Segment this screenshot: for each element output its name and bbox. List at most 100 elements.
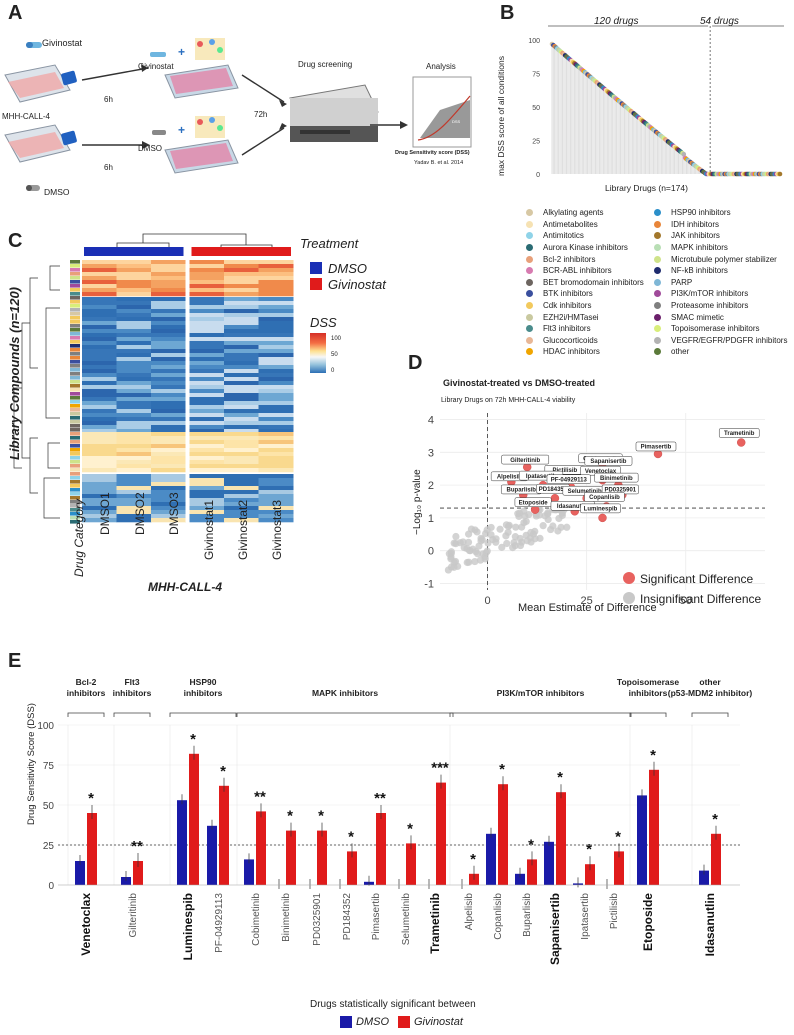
legend-givinostat-swatch: [310, 278, 322, 290]
drug-category-cell: [70, 280, 80, 284]
heatmap-cell: [224, 369, 259, 374]
svg-text:DSS: DSS: [452, 119, 461, 124]
heatmap-cell: [258, 272, 294, 277]
heatmap-cell: [82, 482, 117, 487]
y-tick-label: 75: [43, 761, 55, 772]
legend-label: BTK inhibitors: [543, 289, 593, 299]
heatmap-cell: [151, 333, 186, 338]
group-label: Bcl-2 inhibitors: [67, 677, 106, 698]
point-label: Etoposide: [519, 500, 549, 506]
heatmap-cell: [224, 401, 259, 406]
heatmap-cell: [116, 510, 152, 515]
legend-label: Proteasome inhibitors: [671, 301, 749, 311]
heatmap-cell: [82, 460, 117, 465]
heatmap-cell: [189, 345, 225, 350]
heatmap-cell: [116, 317, 152, 322]
heatmap-cell: [258, 490, 294, 495]
heatmap-cell: [258, 313, 294, 318]
heatmap-cell: [224, 429, 259, 434]
insignificant-point: [515, 509, 524, 517]
drug-category-cell: [70, 268, 80, 272]
heatmap-cell: [151, 365, 186, 370]
drug-category-cell: [70, 456, 80, 460]
heatmap-cell: [151, 301, 186, 306]
point-label: Pimasertib: [641, 445, 672, 451]
heatmap-cell: [189, 401, 225, 406]
heatmap-cell: [258, 321, 294, 326]
heatmap-cell: [116, 337, 152, 342]
column-dendrogram: [142, 233, 247, 245]
heatmap-cell: [82, 297, 117, 302]
insignificant-point: [563, 523, 571, 531]
heatmap-cell: [151, 337, 186, 342]
heatmap-cell: [151, 494, 186, 499]
heatmap-cell: [224, 393, 259, 398]
heatmap-cell: [224, 440, 259, 445]
heatmap-cell: [258, 421, 294, 426]
drug-category-cell: [70, 316, 80, 320]
heatmap-cell: [116, 490, 152, 495]
heatmap-cell: [224, 514, 259, 519]
insignificant-point: [498, 543, 506, 551]
legend-item: Microtubule polymer stabilizer: [654, 253, 787, 265]
heatmap-cell: [224, 313, 259, 318]
heatmap-cell: [258, 448, 294, 453]
drug-category-cell: [70, 516, 80, 520]
drug-category-cell: [70, 488, 80, 492]
cell-line-label: MHH-CALL-4: [2, 112, 51, 121]
legend-dot-icon: [654, 278, 661, 286]
heatmap-cell: [151, 317, 186, 322]
legend-dot-icon: [654, 232, 661, 240]
legend-significant: Significant Difference: [640, 572, 754, 586]
drug-category-cell: [70, 312, 80, 316]
insignificant-point: [484, 539, 492, 547]
heatmap-cell: [189, 309, 225, 314]
heatmap-cell: [189, 381, 225, 386]
drug-screening-label: Drug screening: [298, 60, 353, 69]
legend-label: Antimetabolites: [543, 219, 598, 229]
heatmap-cell: [224, 518, 259, 523]
drug-category-cell: [70, 360, 80, 364]
heatmap-cell: [189, 490, 225, 495]
panel-b-legend-col2: HSP90 inhibitors IDH inhibitors JAK inhibi…: [654, 207, 787, 358]
heatmap-cell: [189, 421, 225, 426]
heatmap-cell: [258, 268, 294, 273]
legend-item: BTK inhibitors: [526, 288, 644, 300]
row-dendrogram: [29, 437, 38, 494]
group-label-line: Topoisomerase: [617, 677, 679, 687]
legend-dot-icon: [654, 336, 661, 344]
heatmap-cell: [258, 337, 294, 342]
heatmap-cell: [258, 305, 294, 310]
row-dendrogram: [13, 387, 22, 469]
heatmap-cell: [116, 518, 152, 523]
drug-category-cell: [70, 372, 80, 376]
panel-c-label: C: [8, 230, 23, 252]
drug-category-cell: [70, 324, 80, 328]
heatmap-cell: [82, 421, 117, 426]
heatmap-cell: [189, 369, 225, 374]
heatmap-cell: [224, 365, 259, 370]
heatmap-cell: [258, 460, 294, 465]
panel-e-legend-givinostat: Givinostat: [414, 1016, 463, 1028]
heatmap-cell: [151, 405, 186, 410]
heatmap-cell: [258, 486, 294, 491]
point-label-box: [580, 503, 621, 514]
heatmap-cell: [116, 357, 152, 362]
heatmap-cell: [116, 365, 152, 370]
heatmap-cell: [258, 405, 294, 410]
heatmap-cell: [189, 502, 225, 507]
point-label: Pictilisib: [552, 468, 577, 474]
heatmap-cell: [258, 309, 294, 314]
legend-item: PARP: [654, 277, 787, 289]
legend-insignificant: Insignificant Difference: [640, 592, 762, 606]
category-label: Binimetinib: [281, 893, 292, 942]
bar-dmso: [207, 825, 217, 885]
heatmap-cell: [151, 506, 186, 511]
heatmap-cell: [116, 377, 152, 382]
heatmap-cell: [224, 417, 259, 422]
heatmap-cell: [258, 284, 294, 289]
legend-dot-icon: [526, 244, 533, 252]
heatmap-cell: [189, 474, 225, 479]
heatmap-cell: [116, 345, 152, 350]
heatmap-cell: [82, 417, 117, 422]
